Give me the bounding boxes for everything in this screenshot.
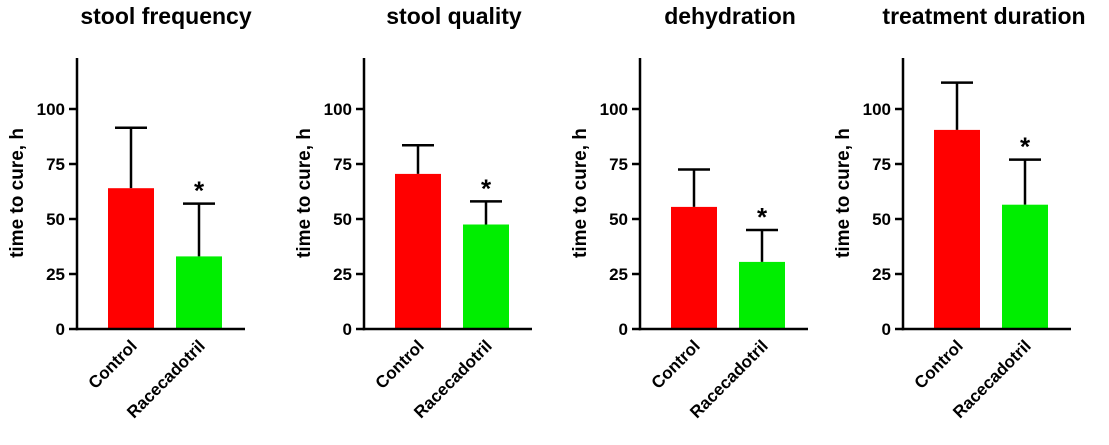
y-tick-label: 75 [609,155,628,174]
y-tick-label: 50 [46,210,65,229]
y-tick-label: 50 [872,210,891,229]
bar-racecadotril [1002,204,1048,329]
x-category-label: Control [372,336,428,392]
bar-control [395,173,441,329]
chart-panel-2: stool quality time to cure, h 0 25 50 75 100 Co… [294,3,532,422]
chart-panel-3: dehydration time to cure, h 0 25 50 75 100 Cont… [570,3,808,422]
y-tick-label: 75 [872,155,891,174]
chart-panel-4: treatment duration time to cure, h 0 25 50 75… [833,3,1086,422]
y-tick-label: 0 [343,320,352,339]
x-category-label: Control [85,336,141,392]
y-tick-label: 75 [46,155,65,174]
chart-panel-1: stool frequency time to cure, h 0 25 50 75 100… [7,3,252,422]
significance-marker: * [1020,132,1031,162]
y-tick-label: 0 [882,320,891,339]
y-tick-label: 0 [619,320,628,339]
panel-title: stool quality [386,3,522,29]
bar-racecadotril [176,256,222,329]
y-tick-label: 50 [609,210,628,229]
bar-racecadotril [463,224,509,329]
y-tick-label: 75 [333,155,352,174]
y-tick-label: 25 [333,265,352,284]
y-axis-label: time to cure, h [570,128,591,258]
bar-control [671,206,717,329]
y-axis-label: time to cure, h [833,128,854,258]
y-tick-label: 25 [46,265,65,284]
significance-marker: * [194,176,205,206]
panel-title: treatment duration [882,3,1085,29]
significance-marker: * [757,202,768,232]
significance-marker: * [481,173,492,203]
panel-title: stool frequency [80,3,251,29]
y-tick-label: 100 [600,100,628,119]
x-category-label: Control [648,336,704,392]
bar-control [108,188,154,329]
y-tick-label: 100 [37,100,65,119]
y-axis-label: time to cure, h [7,128,28,258]
y-tick-label: 0 [56,320,65,339]
panel-title: dehydration [664,3,796,29]
y-tick-label: 100 [863,100,891,119]
y-tick-label: 25 [872,265,891,284]
bar-racecadotril [739,261,785,329]
bar-control [934,129,980,329]
x-category-label: Control [911,336,967,392]
y-tick-label: 50 [333,210,352,229]
y-tick-label: 25 [609,265,628,284]
y-tick-label: 100 [324,100,352,119]
y-axis-label: time to cure, h [294,128,315,258]
